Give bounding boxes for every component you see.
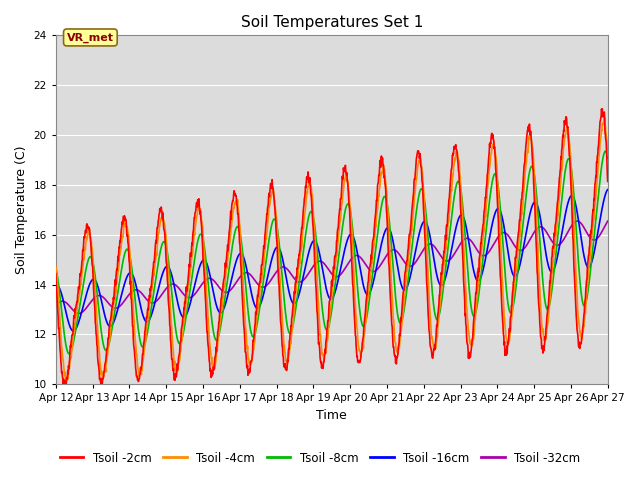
Text: VR_met: VR_met bbox=[67, 32, 114, 43]
Legend: Tsoil -2cm, Tsoil -4cm, Tsoil -8cm, Tsoil -16cm, Tsoil -32cm: Tsoil -2cm, Tsoil -4cm, Tsoil -8cm, Tsoi… bbox=[55, 447, 585, 469]
Title: Soil Temperatures Set 1: Soil Temperatures Set 1 bbox=[241, 15, 423, 30]
X-axis label: Time: Time bbox=[316, 409, 347, 422]
Y-axis label: Soil Temperature (C): Soil Temperature (C) bbox=[15, 145, 28, 274]
